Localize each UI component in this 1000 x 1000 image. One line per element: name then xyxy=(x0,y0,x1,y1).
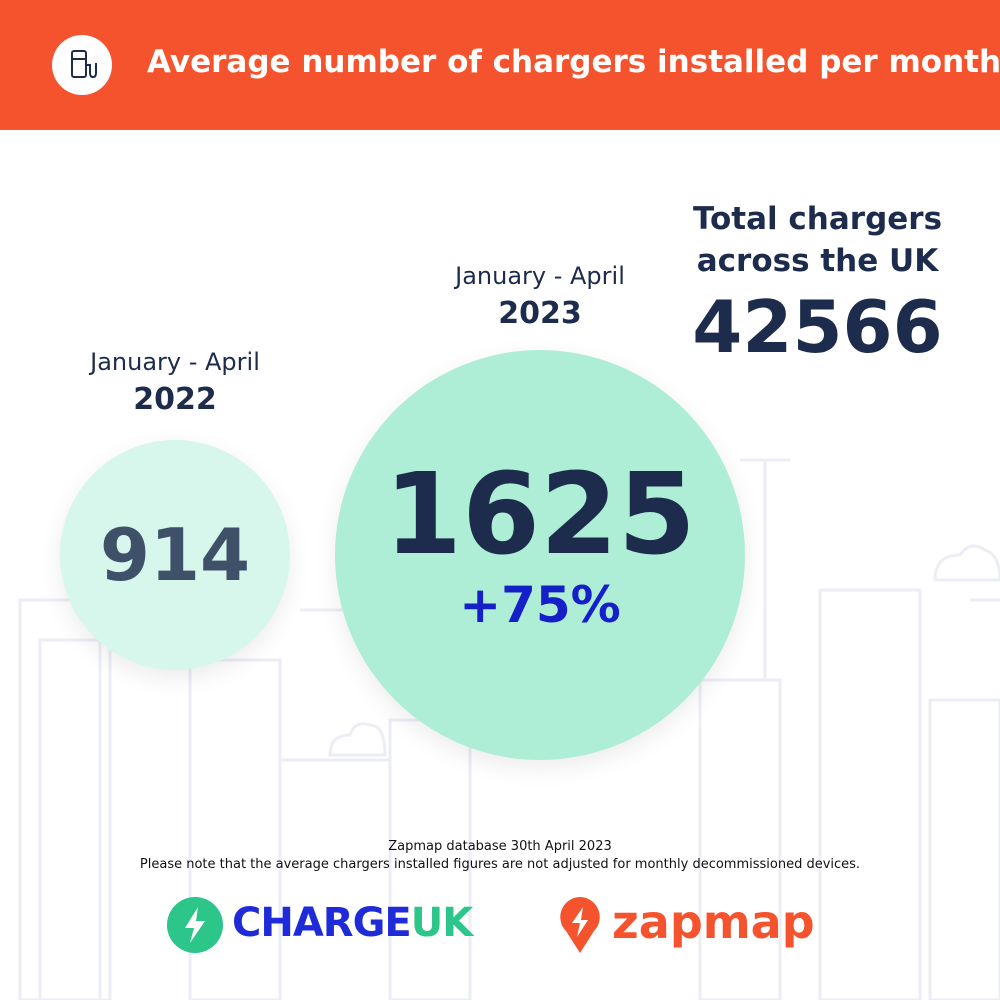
period-range: January - April xyxy=(90,348,260,376)
charger-icon xyxy=(52,35,112,95)
header xyxy=(0,0,1000,130)
total-label-line: Total chargers xyxy=(692,201,943,237)
value: 1625 xyxy=(384,450,696,580)
total-value: 42566 xyxy=(692,285,943,369)
total-label: Total chargers across the UK 42566 xyxy=(680,198,955,372)
period-label: January - April 2022 xyxy=(60,343,290,419)
period-label: January - April 2023 xyxy=(420,257,660,333)
bubble-2023: 1625 +75% xyxy=(335,350,745,760)
logo-text: UK xyxy=(410,900,473,946)
title: Average number of chargers installed per… xyxy=(147,44,1000,80)
chargeuk-logo: CHARGEUK xyxy=(232,900,473,946)
period-year: 2022 xyxy=(133,382,217,417)
source: Zapmap database 30th April 2023 xyxy=(388,839,612,854)
period-range: January - April xyxy=(455,262,625,290)
logo-text: CHARGE xyxy=(232,900,412,946)
period-year: 2023 xyxy=(498,296,582,331)
chargeuk-icon xyxy=(167,897,223,953)
total-label-line: across the UK xyxy=(696,243,939,279)
value: 914 xyxy=(99,513,251,597)
zapmap-icon xyxy=(560,897,600,953)
change: +75% xyxy=(459,576,621,634)
note: Please note that the average chargers in… xyxy=(139,857,861,872)
zapmap-logo: zapmap xyxy=(612,895,815,949)
bubble-2022: 914 xyxy=(60,440,290,670)
footer-notes: Zapmap database 30th April 2023 Please n… xyxy=(0,838,1000,874)
